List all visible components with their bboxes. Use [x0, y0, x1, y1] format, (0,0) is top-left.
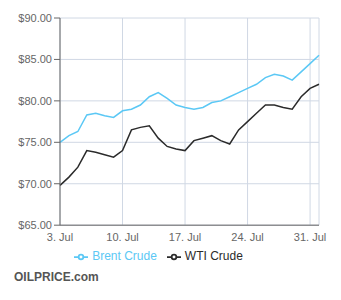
svg-text:17. Jul: 17. Jul — [169, 231, 201, 243]
html-text:Brent Crude: Brent Crude — [92, 249, 157, 264]
svg-text:$65.00: $65.00 — [18, 219, 52, 231]
svg-text:$75.00: $75.00 — [18, 136, 52, 148]
html-text:WTI Crude: WTI Crude — [184, 249, 243, 264]
svg-text:$90.00: $90.00 — [18, 12, 52, 24]
svg-text:10. Jul: 10. Jul — [106, 231, 138, 243]
html-text:OILPRICE.com: OILPRICE.com — [14, 270, 99, 284]
svg-text:$80.00: $80.00 — [18, 95, 52, 107]
svg-text:3. Jul: 3. Jul — [47, 231, 73, 243]
svg-text:24. Jul: 24. Jul — [231, 231, 263, 243]
svg-text:$85.00: $85.00 — [18, 53, 52, 65]
svg-text:31. Jul: 31. Jul — [294, 231, 326, 243]
svg-text:$70.00: $70.00 — [18, 178, 52, 190]
